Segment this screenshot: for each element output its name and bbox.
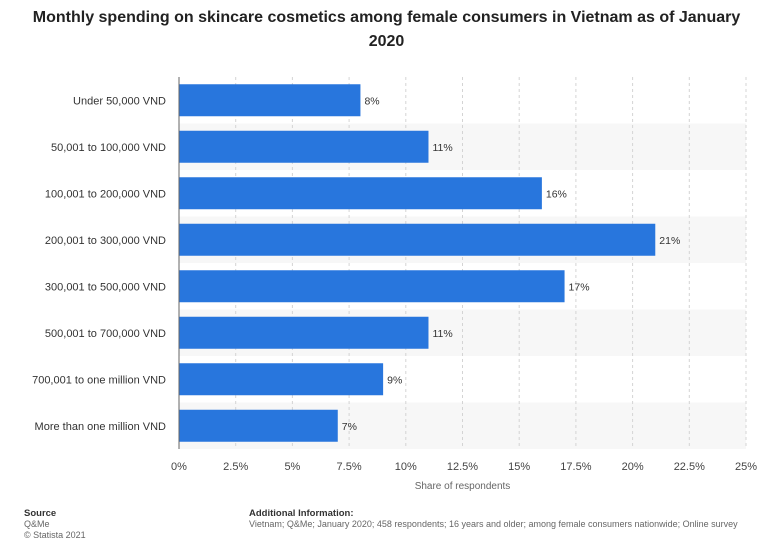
source-block: Source Q&Me © Statista 2021 <box>24 508 86 541</box>
value-label: 8% <box>364 95 379 107</box>
bar <box>179 223 656 256</box>
category-label: 300,001 to 500,000 VND <box>45 281 166 293</box>
value-label: 9% <box>387 374 402 386</box>
x-tick-label: 12.5% <box>447 461 478 473</box>
value-label: 11% <box>432 328 452 340</box>
bar <box>179 316 429 349</box>
value-label: 16% <box>546 188 567 200</box>
x-tick-label: 10% <box>395 461 417 473</box>
x-tick-label: 20% <box>622 461 644 473</box>
x-tick-label: 25% <box>735 461 757 473</box>
bar <box>179 409 338 442</box>
value-label: 11% <box>432 142 452 154</box>
category-label: 200,001 to 300,000 VND <box>45 235 166 247</box>
value-label: 17% <box>569 281 590 293</box>
category-label: Under 50,000 VND <box>73 95 166 107</box>
x-tick-label: 17.5% <box>560 461 591 473</box>
category-label: 100,001 to 200,000 VND <box>45 188 166 200</box>
x-tick-label: 7.5% <box>337 461 362 473</box>
bar <box>179 130 429 163</box>
value-label: 7% <box>342 421 357 433</box>
x-tick-label: 5% <box>284 461 300 473</box>
x-tick-label: 0% <box>171 461 187 473</box>
bar <box>179 363 384 396</box>
additional-info-block: Additional Information: Vietnam; Q&Me; J… <box>249 508 773 530</box>
source-name: Q&Me <box>24 519 50 529</box>
x-tick-label: 15% <box>508 461 530 473</box>
x-tick-label: 22.5% <box>674 461 705 473</box>
x-axis-label: Share of respondents <box>415 481 511 492</box>
category-label: 700,001 to one million VND <box>32 374 166 386</box>
copyright: © Statista 2021 <box>24 530 86 540</box>
chart-title: Monthly spending on skincare cosmetics a… <box>32 9 741 50</box>
additional-info-heading: Additional Information: <box>249 508 354 519</box>
x-tick-label: 2.5% <box>223 461 248 473</box>
bar <box>179 270 565 303</box>
category-label: 500,001 to 700,000 VND <box>45 328 166 340</box>
additional-info-text: Vietnam; Q&Me; January 2020; 458 respond… <box>249 519 738 529</box>
value-label: 21% <box>659 235 680 247</box>
category-label: 50,001 to 100,000 VND <box>51 142 166 154</box>
bar-chart: Under 50,000 VND 8% 50,001 to 100,000 VND 1… <box>32 77 757 492</box>
bar <box>179 177 542 210</box>
source-heading: Source <box>24 508 57 519</box>
bar <box>179 84 361 117</box>
category-label: More than one million VND <box>35 421 167 433</box>
